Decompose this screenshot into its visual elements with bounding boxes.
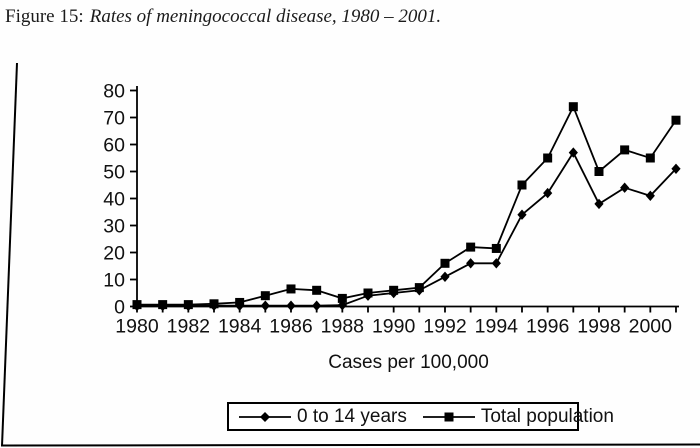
data-point-square [260,291,270,301]
x-tick-label: 1994 [475,316,519,338]
y-tick-label: 30 [103,216,125,238]
data-point-square [132,300,142,310]
y-tick-label: 20 [103,243,125,265]
legend-label: 0 to 14 years [297,405,407,427]
y-tick-label: 70 [103,108,125,130]
legend-item-0-to-14-years: 0 to 14 years [239,406,407,428]
data-point-square [594,167,604,176]
data-point-square [158,300,168,310]
data-point-diamond [491,258,501,269]
data-point-diamond [671,163,681,174]
y-tick-label: 60 [103,135,125,157]
data-point-square [517,180,527,190]
x-axis-title: Cases per 100,000 [328,352,489,373]
data-point-diamond [260,300,270,311]
data-point-square [645,153,655,163]
x-tick-label: 1992 [423,316,466,338]
x-tick-label: 1980 [115,316,159,338]
figure-caption-prefix: Figure 15: [5,6,84,27]
data-point-square [337,293,347,303]
legend-item-total-population: Total population [422,405,614,428]
square-marker-icon [422,412,475,421]
data-point-square [414,283,424,293]
series-line-total-population [137,104,677,306]
data-point-square [363,288,373,298]
x-tick-label: 1986 [269,316,312,338]
data-point-square [466,242,476,252]
frame-bottom-border [0,443,700,447]
data-point-diamond [594,198,604,210]
x-tick-label: 1988 [321,316,364,338]
chart-canvas: 0 10 20 30 40 50 60 70 80 1980 1982 1984 1986 1988 199… [103,81,681,338]
series-line-0-to-14-years [137,150,677,307]
data-point-square [440,258,450,268]
data-point-diamond [440,271,450,282]
legend-label: Total population [480,405,614,427]
x-tick-label: 1996 [526,316,569,338]
data-point-diamond [543,187,553,199]
data-point-square [389,285,399,295]
x-tick-label: 2000 [629,316,673,338]
x-tick-label: 1998 [577,316,620,338]
y-tick-label: 0 [114,297,125,319]
data-point-square [671,115,681,125]
data-point-square [312,285,322,295]
diamond-marker-icon [239,411,291,422]
data-point-square [183,300,193,310]
y-tick-label: 80 [103,81,125,103]
data-point-diamond [517,209,527,220]
y-tick-label: 40 [103,189,125,211]
data-point-square [568,102,578,112]
data-point-diamond [645,190,655,201]
data-point-diamond [568,147,578,158]
figure-caption: Figure 15: Rates of meningococcal disease… [5,6,441,28]
chart-legend: 0 to 14 years Total population [227,402,614,431]
x-tick-label: 1990 [372,316,416,338]
data-point-diamond [466,258,476,269]
data-point-square [543,153,553,163]
data-point-square [286,284,296,294]
figure-caption-title: Rates of meningococcal disease, 1980 – 2… [89,6,442,27]
data-point-square [620,145,630,155]
data-point-diamond [312,300,322,311]
data-point-square [491,243,501,253]
data-point-square [235,297,245,307]
data-point-diamond [620,182,630,193]
y-tick-label: 50 [103,162,125,184]
x-tick-label: 1984 [218,316,262,338]
data-point-square [209,299,219,309]
data-point-diamond [286,300,296,311]
x-tick-label: 1982 [167,316,210,338]
y-tick-label: 10 [103,270,125,292]
